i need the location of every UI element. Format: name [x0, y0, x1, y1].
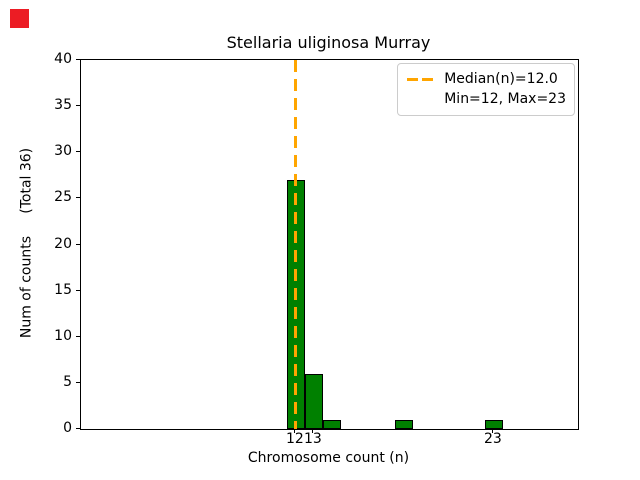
bar-n23: [484, 419, 503, 429]
x-axis-label: Chromosome count (n): [247, 450, 410, 466]
y-axis-label: Num of counts (Total 36): [18, 147, 35, 339]
y-tick-mark-35: [76, 105, 80, 107]
median-line: [294, 60, 298, 429]
bar-n14: [322, 419, 341, 429]
y-tick-mark-25: [76, 197, 80, 199]
x-tick-label-13: 13: [304, 431, 322, 447]
y-tick-label-5: 5: [63, 373, 72, 390]
x-tick-mark-23: [492, 429, 494, 433]
x-tick-mark-13: [312, 429, 314, 433]
x-tick-label-23: 23: [484, 431, 502, 447]
legend-median-label: Median(n)=12.0: [444, 71, 558, 87]
red-square-marker-icon: [10, 9, 29, 28]
y-tick-label-15: 15: [54, 281, 72, 298]
legend: Median(n)=12.0 Min=12, Max=23: [397, 63, 575, 116]
legend-row-minmax: Min=12, Max=23: [444, 89, 566, 109]
y-tick-mark-30: [76, 151, 80, 153]
y-tick-mark-15: [76, 289, 80, 291]
chart-title: Stellaria uliginosa Murray: [226, 33, 431, 52]
y-tick-mark-40: [76, 59, 80, 60]
y-tick-label-0: 0: [63, 420, 72, 436]
bar-n18: [394, 419, 413, 429]
y-tick-label-25: 25: [54, 189, 72, 206]
x-tick-mark-12: [294, 429, 296, 433]
y-tick-mark-10: [76, 335, 80, 337]
y-tick-label-10: 10: [54, 327, 72, 344]
legend-minmax-label: Min=12, Max=23: [444, 91, 566, 107]
x-tick-label-12: 12: [286, 431, 304, 447]
y-tick-mark-0: [76, 428, 80, 429]
y-tick-label-20: 20: [54, 235, 72, 252]
y-tick-label-35: 35: [54, 97, 72, 114]
y-tick-label-30: 30: [54, 143, 72, 160]
bar-n13: [304, 373, 323, 429]
dashed-line-icon: [407, 77, 435, 81]
legend-row-median: Median(n)=12.0: [407, 69, 566, 89]
y-tick-mark-5: [76, 381, 80, 383]
plot-area: Median(n)=12.0 Min=12, Max=23: [80, 59, 579, 430]
y-tick-mark-20: [76, 243, 80, 245]
y-tick-label-40: 40: [54, 51, 72, 67]
